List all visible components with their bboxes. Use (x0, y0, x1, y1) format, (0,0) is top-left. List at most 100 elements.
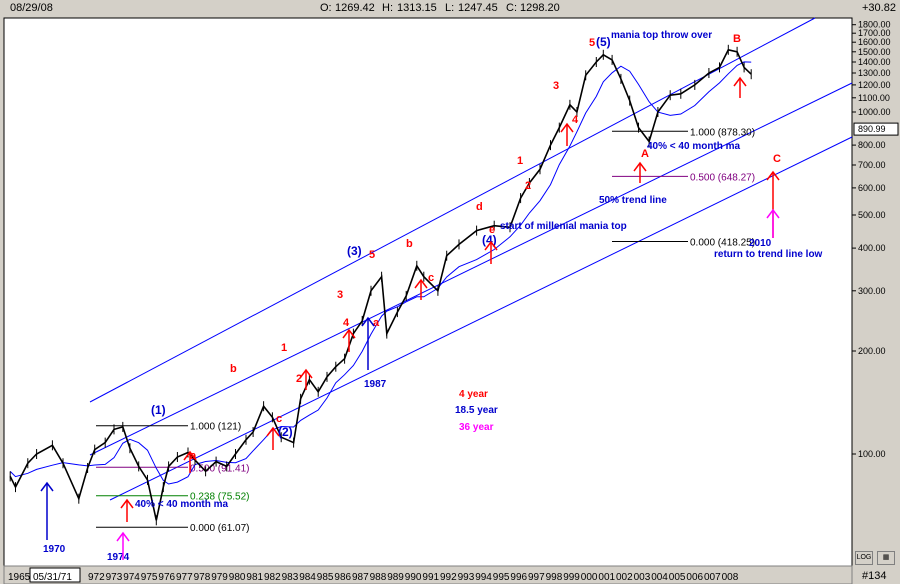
wave-label-red: 3 (337, 289, 343, 301)
y-tick-label: 600.00 (858, 183, 886, 193)
x-tick-label: 006 (686, 572, 703, 583)
x-tick-label: 978 (194, 572, 211, 583)
change-value: +30.82 (862, 2, 896, 14)
fib-level-label: 0.000 (61.07) (190, 523, 250, 534)
red-up-arrow (766, 170, 780, 181)
y-tick-label: 1000.00 (858, 107, 891, 117)
x-tick-label: 998 (546, 572, 563, 583)
close-value: 1298.20 (520, 2, 560, 14)
x-tick-label: 975 (141, 572, 158, 583)
fib-level-label: 0.238 (75.52) (190, 492, 250, 503)
x-tick-label: 997 (528, 572, 545, 583)
x-tick-label: 985 (317, 572, 334, 583)
annotation-note: 50% trend line (599, 195, 667, 206)
fib-level-label: 0.000 (418.25) (690, 238, 755, 249)
trend-channel-line-1 (89, 17, 816, 403)
magenta-up-arrow (766, 208, 780, 219)
x-tick-label: 974 (123, 572, 140, 583)
wave-label-red: e (489, 224, 495, 236)
wave-label-red: d (476, 201, 483, 213)
y-tick-label: 800.00 (858, 140, 886, 150)
y-tick-label: 1800.00 (858, 20, 891, 30)
wave-label-red: b (230, 363, 237, 375)
fib-level-label: 1.000 (878.30) (690, 127, 755, 138)
wave-label-red: A (641, 148, 649, 160)
wave-label-red: 2 (525, 180, 531, 192)
wave-label-red: 4 (572, 114, 579, 126)
wave-label-blue: (3) (347, 244, 362, 258)
legend-entry: 18.5 year (455, 405, 498, 416)
annotation-note: 40% < 40 month ma (135, 499, 229, 510)
scale-toggle-button[interactable]: ▦ (877, 551, 895, 565)
x-tick-label: 991 (422, 572, 439, 583)
x-tick-label: 003 (634, 572, 651, 583)
moving-average-line (9, 61, 752, 485)
header-date: 08/29/08 (10, 2, 53, 14)
x-tick-label: 986 (334, 572, 351, 583)
last-price-box (853, 122, 899, 136)
fib-level-label: 1.000 (121) (190, 422, 241, 433)
x-tick-label: 982 (264, 572, 281, 583)
trend-channel-line-3 (109, 136, 853, 501)
red-up-arrow (299, 368, 313, 379)
annotation-note: 1970 (43, 544, 66, 555)
legend-entry: 4 year (459, 389, 488, 400)
red-up-arrow (484, 240, 498, 251)
x-tick-label: 996 (510, 572, 527, 583)
fib-level-label: 0.500 (648.27) (690, 172, 755, 183)
blue-up-arrow (40, 481, 54, 492)
cursor-date-box (29, 567, 81, 583)
x-axis-bar (3, 565, 853, 584)
annotation-note: 1974 (107, 552, 130, 563)
y-tick-label: 500.00 (858, 210, 886, 220)
chart-number: #134 (862, 570, 887, 582)
last-price-label: 890.99 (858, 124, 886, 134)
red-up-arrow (342, 328, 356, 339)
y-tick-label: 1100.00 (858, 93, 890, 103)
high-value: 1313.15 (397, 2, 437, 14)
red-up-arrow (120, 498, 134, 509)
wave-label-blue: (5) (596, 35, 611, 49)
y-tick-label: 300.00 (858, 286, 886, 296)
x-tick-label: 977 (176, 572, 193, 583)
log-toggle-button[interactable]: LOG (855, 551, 873, 565)
y-tick-label: 1500.00 (858, 47, 891, 57)
wave-label-red: 2 (296, 373, 302, 385)
x-tick-label: 005 (669, 572, 686, 583)
y-tick-label: 1200.00 (858, 80, 891, 90)
x-tick-label: 979 (211, 572, 228, 583)
y-tick-label: 700.00 (858, 160, 886, 170)
x-tick-label: 001 (598, 572, 615, 583)
y-tick-label: 400.00 (858, 243, 886, 253)
x-tick-label: 994 (475, 572, 492, 583)
cursor-date-label: 05/31/71 (33, 572, 72, 583)
x-tick-label: 972 (88, 572, 105, 583)
wave-label-red: B (733, 33, 741, 45)
x-tick-label: 984 (299, 572, 316, 583)
x-tick-label: 007 (704, 572, 721, 583)
wave-label-red: C (773, 153, 781, 165)
annotation-note: start of millenial mania top (500, 221, 627, 232)
annotation-note: 40% < 40 month ma (647, 141, 741, 152)
red-up-arrow (266, 426, 280, 437)
fib-level-label: 0.500 (91.41) (190, 463, 250, 474)
blue-up-arrow (361, 316, 375, 327)
x-tick-label: 993 (458, 572, 475, 583)
x-tick-label: 999 (563, 572, 580, 583)
high-label: H: (382, 2, 393, 14)
y-tick-label: 1300.00 (858, 68, 891, 78)
trend-channel-line-2 (89, 82, 853, 456)
wave-label-red: 1 (281, 342, 287, 354)
wave-label-red: c (428, 272, 434, 284)
red-up-arrow (560, 122, 574, 133)
annotation-note: 1987 (364, 379, 387, 390)
x-tick-label: 981 (246, 572, 263, 583)
x-tick-label: 002 (616, 572, 633, 583)
annotation-note: mania top throw over (611, 30, 712, 41)
x-tick-label: 987 (352, 572, 369, 583)
wave-label-red: b (406, 238, 413, 250)
annotation-note: 2010 (749, 238, 772, 249)
x-tick-label: 983 (282, 572, 299, 583)
y-tick-label: 200.00 (858, 346, 886, 356)
